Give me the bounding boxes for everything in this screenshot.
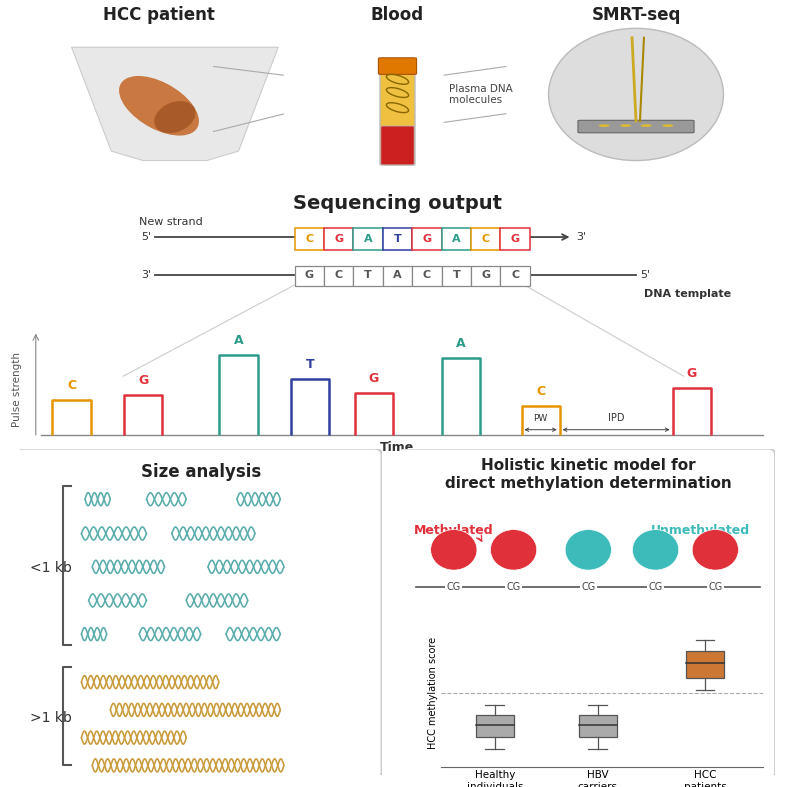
Text: SMRT-seq: SMRT-seq [591,6,681,24]
FancyBboxPatch shape [441,266,471,286]
Text: <1 kb: <1 kb [29,561,72,575]
Ellipse shape [154,101,196,133]
Circle shape [565,530,611,570]
FancyBboxPatch shape [324,266,353,286]
Text: CG: CG [649,582,663,593]
Circle shape [491,530,537,570]
Text: T: T [394,235,401,244]
Text: T: T [306,357,314,371]
Text: G: G [138,374,148,387]
Text: CG: CG [506,582,521,593]
FancyBboxPatch shape [471,266,501,286]
Text: A: A [394,269,401,279]
Circle shape [599,124,610,127]
Ellipse shape [549,28,723,161]
FancyBboxPatch shape [398,449,775,778]
Text: DNA template: DNA template [644,290,731,299]
Text: PW: PW [533,414,548,423]
Text: Sequencing output: Sequencing output [293,194,502,213]
Text: G: G [422,235,432,244]
Text: A: A [234,334,243,347]
Text: G: G [687,367,696,379]
Text: New strand: New strand [139,217,203,227]
FancyBboxPatch shape [441,228,471,250]
Text: Comparing to HCC
methylation profile: Comparing to HCC methylation profile [577,623,690,650]
Text: 3': 3' [576,232,587,242]
FancyBboxPatch shape [382,228,412,250]
Y-axis label: HCC methylation score: HCC methylation score [429,637,439,748]
Polygon shape [72,47,278,161]
Text: A: A [456,337,466,349]
Text: G: G [510,235,520,244]
Text: Plasma DNA
molecules: Plasma DNA molecules [449,83,513,105]
Text: A: A [364,235,372,244]
Text: 5': 5' [142,232,152,242]
FancyBboxPatch shape [380,69,415,165]
Circle shape [431,530,477,570]
FancyBboxPatch shape [381,126,414,165]
Text: Time: Time [380,441,415,454]
Text: Unmethylated: Unmethylated [651,523,750,537]
FancyBboxPatch shape [501,266,529,286]
Circle shape [662,124,673,127]
FancyBboxPatch shape [412,228,442,250]
Circle shape [632,530,679,570]
Text: >1 kb: >1 kb [29,711,72,725]
FancyBboxPatch shape [353,266,383,286]
Circle shape [692,530,739,570]
Text: CG: CG [708,582,723,593]
Bar [476,715,514,737]
FancyBboxPatch shape [578,120,694,133]
Circle shape [641,124,652,127]
FancyBboxPatch shape [16,449,382,778]
Text: Holistic kinetic model for
direct methylation determination: Holistic kinetic model for direct methyl… [445,458,731,491]
Text: G: G [369,372,378,385]
Text: CG: CG [581,582,595,593]
Text: C: C [423,269,431,279]
Bar [579,715,617,737]
FancyBboxPatch shape [294,228,324,250]
Bar [686,651,724,678]
Text: CG: CG [447,582,461,593]
Text: G: G [481,269,491,279]
FancyBboxPatch shape [378,57,417,75]
Text: T: T [452,269,460,279]
Text: G: G [334,235,343,244]
FancyBboxPatch shape [353,228,383,250]
Text: T: T [364,269,372,279]
Circle shape [620,124,631,127]
FancyBboxPatch shape [324,228,353,250]
FancyBboxPatch shape [294,266,324,286]
Text: C: C [536,385,545,398]
Text: G: G [304,269,314,279]
Text: Size analysis: Size analysis [141,464,261,482]
Text: A: A [452,235,460,244]
Ellipse shape [119,76,199,135]
Text: C: C [335,269,343,279]
FancyBboxPatch shape [501,228,529,250]
Text: Methylated: Methylated [414,523,494,537]
Text: 3': 3' [142,269,152,279]
Text: IPD: IPD [608,413,624,423]
Text: Pulse strength: Pulse strength [13,352,22,427]
FancyBboxPatch shape [412,266,442,286]
FancyBboxPatch shape [382,266,412,286]
Text: C: C [482,235,490,244]
Text: 5': 5' [640,269,650,279]
FancyBboxPatch shape [471,228,501,250]
Text: Blood: Blood [371,6,424,24]
Text: C: C [305,235,313,244]
Text: C: C [67,379,76,393]
Text: HCC patient: HCC patient [103,6,215,24]
Text: C: C [511,269,519,279]
